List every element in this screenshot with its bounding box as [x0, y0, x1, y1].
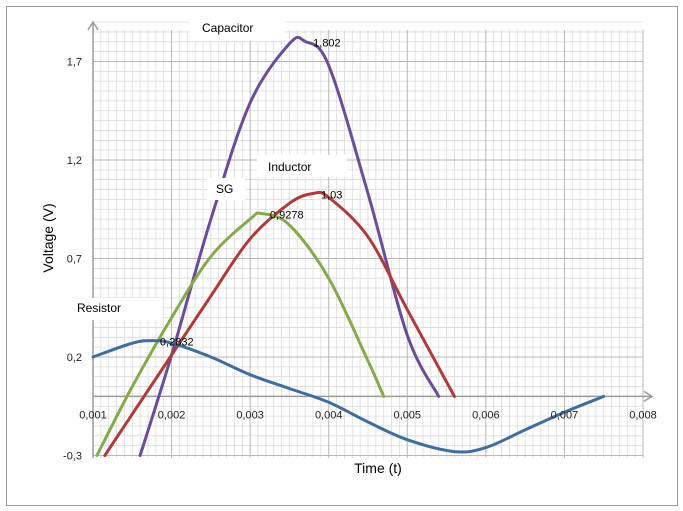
x-tick-label: 0,008: [629, 409, 657, 421]
y-axis-arrow: [87, 20, 99, 31]
x-tick-label: 0,007: [551, 409, 579, 421]
x-tick-label: 0,003: [236, 409, 264, 421]
series-lines: [91, 35, 606, 457]
sg-series-line: [95, 211, 386, 457]
inductor-peak-label: 1,03: [321, 189, 342, 201]
inductor-name-label: Inductor: [268, 160, 311, 174]
capacitor-name-box: [190, 19, 285, 41]
capacitor-peak-label: 1,802: [313, 37, 341, 49]
x-tick-label: 0,005: [394, 409, 422, 421]
y-tick-label: 1,2: [67, 155, 82, 167]
resistor-name-box: [67, 298, 162, 320]
x-axis-title: Time (t): [354, 460, 402, 476]
y-axis-title: Voltage (V): [40, 203, 56, 272]
x-axis-arrow: [643, 390, 654, 403]
y-tick-label: 1,7: [67, 57, 82, 69]
x-tick-label: 0,002: [158, 409, 186, 421]
axes: [87, 20, 654, 458]
resistor-series-line: [91, 339, 606, 454]
y-tick-label: -0,3: [63, 451, 82, 463]
inductor-name-box: [257, 155, 347, 177]
inductor-series-line: [103, 190, 456, 457]
y-tick-label: 0,7: [67, 254, 82, 266]
resistor-peak-label: 0,2832: [160, 337, 194, 349]
series-labels: 1,802 Capacitor 1,03 Inductor 0,9278 SG 0,2832…: [67, 19, 347, 349]
y-tick-label: 0,2: [67, 352, 82, 364]
tick-labels: 0,001 0,002 0,003 0,004 0,005 0,006 0,007 0,008…: [63, 57, 657, 463]
capacitor-name-label: Capacitor: [202, 21, 253, 35]
chart-frame: [6, 6, 678, 506]
sg-name-label: SG: [216, 182, 233, 196]
sg-name-box: [207, 178, 245, 200]
x-tick-label: 0,001: [79, 409, 107, 421]
minor-gridlines: [93, 21, 643, 458]
sg-peak-label: 0,9278: [270, 210, 304, 222]
x-tick-label: 0,006: [472, 409, 500, 421]
capacitor-series-line: [138, 35, 441, 457]
resistor-name-label: Resistor: [77, 301, 121, 315]
x-tick-label: 0,004: [315, 409, 343, 421]
